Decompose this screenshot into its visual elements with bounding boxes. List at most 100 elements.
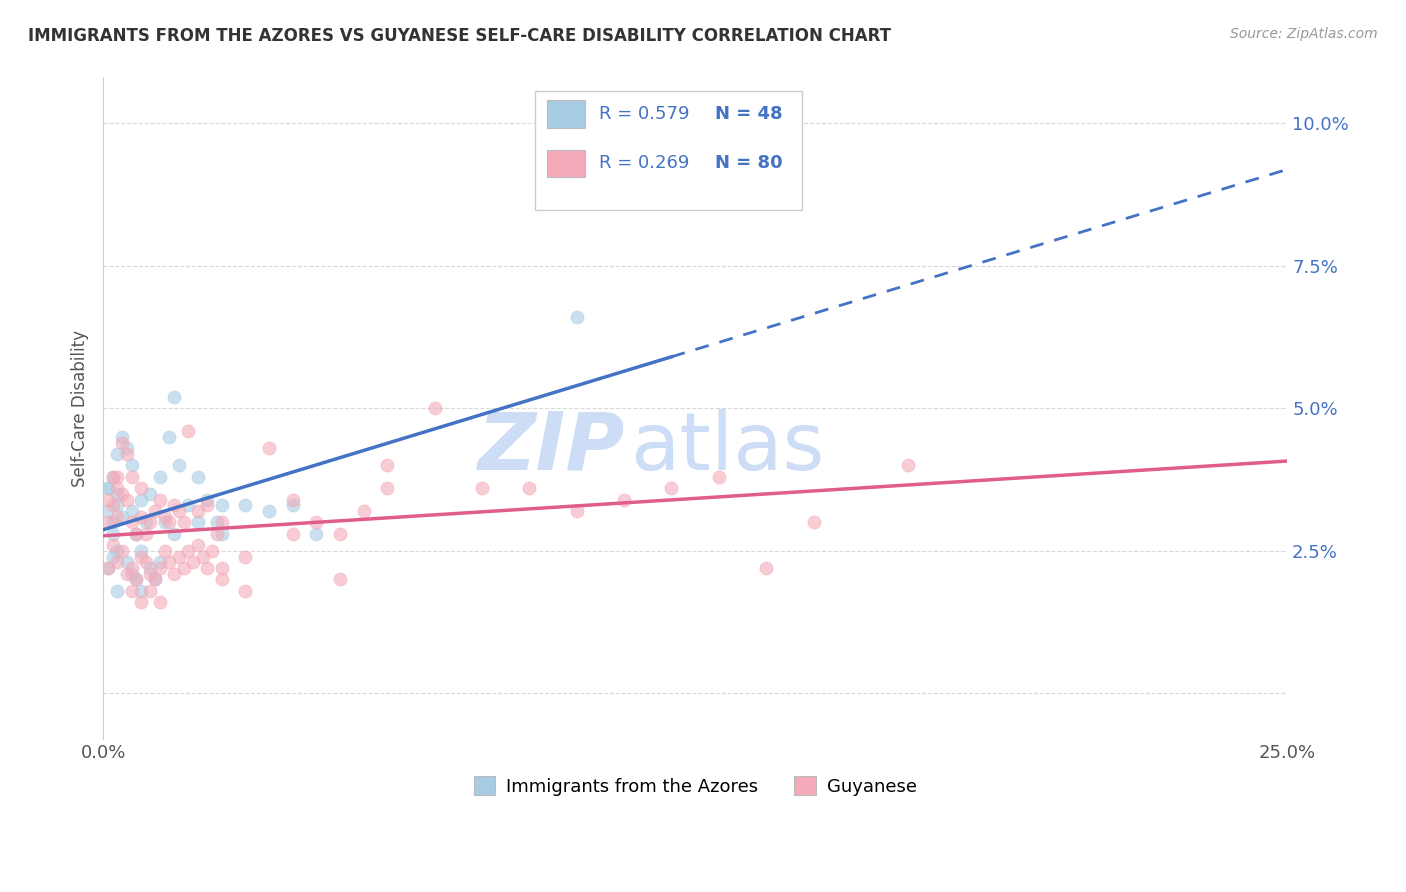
Point [159, 516, 181, 530]
Point [105, 447, 128, 461]
Point [205, 526, 228, 541]
Point [121, 458, 143, 473]
Point [755, 561, 778, 575]
Point [125, 526, 148, 541]
Point [281, 526, 304, 541]
Point [195, 492, 218, 507]
Point [101, 469, 124, 483]
Point [121, 504, 143, 518]
Point [187, 469, 209, 483]
Point [101, 549, 124, 564]
Point [129, 492, 152, 507]
Point [211, 573, 233, 587]
Point [135, 516, 157, 530]
Point [115, 447, 138, 461]
Point [115, 441, 138, 455]
Point [257, 504, 280, 518]
Point [115, 566, 138, 581]
Point [129, 549, 152, 564]
Point [105, 498, 128, 512]
Point [111, 509, 134, 524]
Point [111, 430, 134, 444]
Point [105, 583, 128, 598]
Point [187, 516, 209, 530]
Point [121, 469, 143, 483]
Point [101, 498, 124, 512]
Point [281, 498, 304, 512]
Point [191, 549, 214, 564]
Point [97, 561, 120, 575]
Point [211, 561, 233, 575]
Point [211, 498, 233, 512]
Point [153, 516, 176, 530]
Point [565, 504, 588, 518]
Point [139, 516, 162, 530]
Point [211, 516, 233, 530]
Point [105, 469, 128, 483]
Point [149, 469, 172, 483]
Point [187, 538, 209, 552]
Point [97, 481, 120, 495]
Text: R = 0.269: R = 0.269 [599, 154, 689, 172]
Point [121, 561, 143, 575]
Point [329, 526, 352, 541]
Point [233, 583, 256, 598]
Point [105, 555, 128, 569]
Point [353, 504, 375, 518]
Point [97, 561, 120, 575]
Point [205, 516, 228, 530]
Point [139, 583, 162, 598]
Point [129, 481, 152, 495]
Point [423, 401, 446, 416]
Point [375, 481, 398, 495]
Point [149, 561, 172, 575]
Point [177, 424, 200, 438]
Point [111, 544, 134, 558]
Point [173, 516, 195, 530]
Point [115, 555, 138, 569]
Point [187, 504, 209, 518]
Bar [547, 100, 585, 128]
Point [97, 504, 120, 518]
Point [101, 526, 124, 541]
Point [97, 516, 120, 530]
Text: ZIP: ZIP [477, 409, 624, 487]
Point [329, 573, 352, 587]
Point [121, 583, 143, 598]
Point [101, 516, 124, 530]
Point [163, 390, 186, 404]
Point [105, 487, 128, 501]
Point [897, 458, 920, 473]
Point [257, 441, 280, 455]
Point [613, 492, 636, 507]
Point [661, 481, 683, 495]
Y-axis label: Self-Care Disability: Self-Care Disability [72, 330, 89, 487]
Point [139, 487, 162, 501]
Point [305, 516, 328, 530]
Text: R = 0.579: R = 0.579 [599, 105, 690, 123]
Point [177, 544, 200, 558]
Point [195, 561, 218, 575]
Point [177, 498, 200, 512]
Point [111, 435, 134, 450]
Point [281, 492, 304, 507]
Point [233, 549, 256, 564]
Point [105, 481, 128, 495]
Point [707, 469, 730, 483]
Point [305, 526, 328, 541]
Point [153, 509, 176, 524]
Point [163, 566, 186, 581]
Point [167, 458, 190, 473]
Point [167, 549, 190, 564]
Point [129, 509, 152, 524]
Bar [547, 150, 585, 178]
Point [101, 538, 124, 552]
FancyBboxPatch shape [536, 91, 801, 210]
Text: atlas: atlas [630, 409, 824, 487]
Point [803, 516, 825, 530]
Point [149, 595, 172, 609]
Point [129, 544, 152, 558]
Point [565, 310, 588, 324]
Point [375, 458, 398, 473]
Point [181, 555, 204, 569]
